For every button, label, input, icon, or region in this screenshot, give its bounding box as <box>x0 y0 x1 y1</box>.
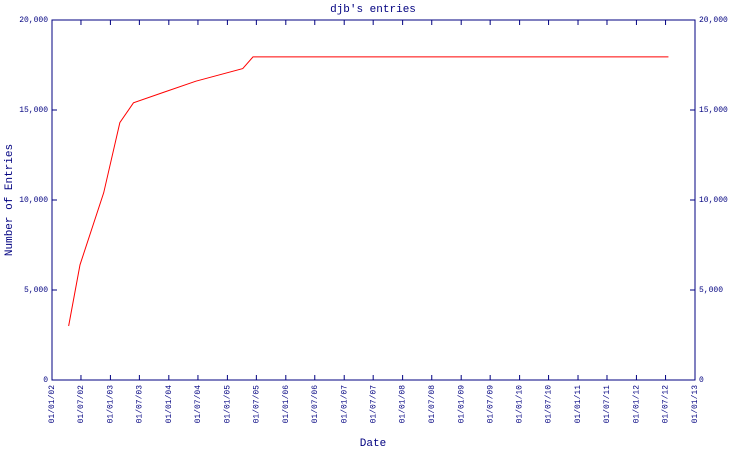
chart-title: djb's entries <box>330 4 416 16</box>
y2-tick-label: 5,000 <box>699 286 723 295</box>
x-tick-label: 01/01/10 <box>516 385 525 424</box>
x-tick-label: 01/07/03 <box>135 385 144 424</box>
y-tick-label: 10,000 <box>19 196 48 205</box>
x-axis-label: Date <box>360 438 386 450</box>
y-tick-label: 5,000 <box>24 286 48 295</box>
x-tick-label: 01/01/04 <box>165 385 174 424</box>
x-tick-label: 01/01/09 <box>457 385 466 424</box>
x-tick-label: 01/07/07 <box>369 385 378 424</box>
y2-tick-label: 0 <box>699 376 704 385</box>
x-tick-label: 01/01/02 <box>48 385 57 424</box>
y2-tick-label: 15,000 <box>699 106 728 115</box>
x-tick-label: 01/01/13 <box>691 385 700 424</box>
x-tick-label: 01/07/02 <box>77 385 86 424</box>
x-tick-label: 01/01/07 <box>340 385 349 424</box>
x-tick-label: 01/07/11 <box>603 385 612 424</box>
y2-tick-label: 10,000 <box>699 196 728 205</box>
y2-tick-label: 20,000 <box>699 16 728 25</box>
x-tick-label: 01/01/12 <box>633 385 642 424</box>
x-tick-label: 01/07/06 <box>311 385 320 424</box>
x-tick-label: 01/07/12 <box>662 385 671 424</box>
x-tick-label: 01/01/11 <box>574 385 583 424</box>
y-tick-label: 15,000 <box>19 106 48 115</box>
x-tick-label: 01/07/04 <box>194 385 203 424</box>
x-tick-label: 01/01/05 <box>224 385 233 424</box>
x-tick-label: 01/01/03 <box>107 385 116 424</box>
x-tick-label: 01/07/09 <box>486 385 495 424</box>
x-tick-label: 01/07/05 <box>252 385 261 424</box>
x-tick-label: 01/07/08 <box>428 385 437 424</box>
x-tick-label: 01/01/06 <box>282 385 291 424</box>
data-line <box>68 56 669 327</box>
y-axis-label: Number of Entries <box>4 144 16 256</box>
x-tick-label: 01/01/08 <box>399 385 408 424</box>
x-tick-label: 01/07/10 <box>545 385 554 424</box>
y-tick-label: 20,000 <box>19 16 48 25</box>
y-tick-label: 0 <box>43 376 48 385</box>
plot-frame <box>51 19 696 381</box>
